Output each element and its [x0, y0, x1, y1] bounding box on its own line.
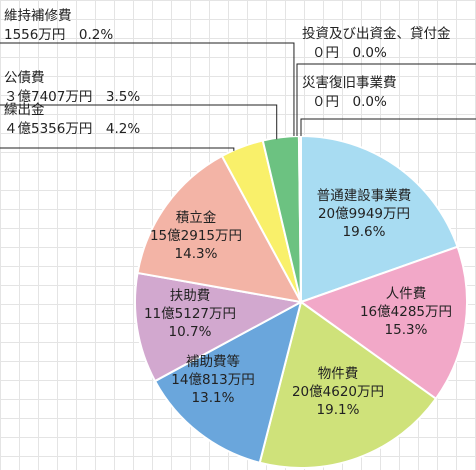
slice-label-4-line-2: 14億813万円: [171, 372, 254, 388]
leader-line-11: [300, 118, 476, 136]
slice-label-2-line-1: 人件費: [386, 286, 427, 302]
slice-label-4-line-3: 13.1%: [192, 390, 235, 406]
leader-line-8: [0, 104, 278, 140]
slice-label-4-line-1: 補助費等: [186, 353, 240, 370]
outer-label-9-value: 1556万円 0.2%: [4, 27, 113, 43]
leader-line-10: [296, 63, 476, 136]
slice-label-6-line-1: 積立金: [176, 210, 217, 226]
pie-slice-3: [258, 300, 438, 469]
outer-label-9-name: 維持補修費: [4, 8, 72, 24]
outer-label-11-name: 災害復旧事業費: [302, 74, 397, 91]
slice-label-3-line-2: 20億4620万円: [292, 384, 384, 400]
slice-label-5-line-2: 11億5127万円: [144, 306, 236, 322]
slice-label-6-line-3: 14.3%: [175, 246, 218, 262]
outer-label-8-name: 公債費: [4, 70, 45, 86]
slice-label-6-line-2: 15億2915万円: [150, 228, 242, 244]
pie-slice-2: [298, 245, 468, 401]
slice-label-2-line-2: 16億4285万円: [360, 304, 452, 320]
outer-label-8-value: ３億7407万円 3.5%: [4, 89, 140, 105]
slice-label-5-line-1: 扶助費: [170, 288, 211, 304]
slice-label-2-line-3: 15.3%: [385, 322, 428, 338]
slice-label-3-line-1: 物件費: [318, 366, 359, 382]
pie-slices: [134, 134, 468, 469]
outer-label-11-value: ０円 0.0%: [312, 94, 387, 110]
slice-label-5-line-3: 10.7%: [169, 324, 212, 340]
slice-label-1-line-3: 19.6%: [343, 224, 386, 240]
slice-labels: 普通建設事業費 20億9949万円 19.6% 人件費 16億4285万円 15.3% 物件…: [4, 8, 452, 418]
outer-label-7-name: 繰出金: [4, 102, 45, 118]
outer-label-10-name: 投資及び出資金、貸付金: [302, 26, 451, 42]
pie-slice-5: [134, 271, 304, 383]
slice-label-3-line-3: 19.1%: [317, 402, 360, 418]
leader-line-9: [0, 42, 295, 137]
pie-slice-6: [136, 154, 303, 304]
leader-lines: [0, 42, 476, 151]
leader-line-7: [0, 147, 235, 151]
pie-slice-4: [153, 300, 303, 464]
slice-label-1-line-2: 20億9949万円: [318, 206, 410, 222]
outer-label-7-value: ４億5356万円 4.2%: [4, 121, 140, 137]
outer-label-10-value: ０円 0.0%: [312, 45, 387, 61]
slice-label-1-line-1: 普通建設事業費: [317, 188, 412, 204]
